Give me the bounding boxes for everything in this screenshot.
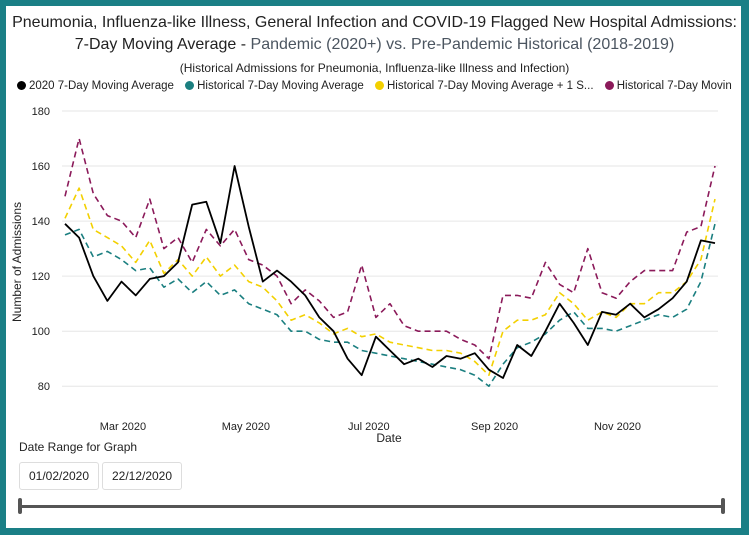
chart-title: Pneumonia, Influenza-like Illness, Gener… xyxy=(12,14,737,31)
start-date-input[interactable]: 01/02/2020 xyxy=(19,462,99,490)
y-axis-label: Number of Admissions xyxy=(10,202,24,322)
x-tick-label: Jul 2020 xyxy=(348,421,390,433)
legend-label: 2020 7-Day Moving Average xyxy=(29,80,174,92)
slider-end-handle[interactable] xyxy=(721,498,725,514)
x-tick-label: Mar 2020 xyxy=(100,421,146,433)
y-tick-label: 100 xyxy=(32,326,50,338)
legend-dot-icon xyxy=(17,81,26,90)
y-tick-label: 160 xyxy=(32,161,50,173)
series-line-0[interactable] xyxy=(64,165,716,379)
series-line-1[interactable] xyxy=(64,223,716,388)
x-tick-label: Sep 2020 xyxy=(471,421,518,433)
legend-dot-icon xyxy=(374,81,384,90)
legend-item-historical[interactable]: Historical 7-Day Moving Average xyxy=(185,80,364,92)
legend-item-2020[interactable]: 2020 7-Day Moving Average xyxy=(17,80,174,92)
legend-label: Historical 7-Day Moving ... xyxy=(616,80,732,92)
legend-dot-icon xyxy=(185,81,195,90)
y-tick-label: 120 xyxy=(32,271,50,283)
date-range-slider[interactable] xyxy=(20,505,723,508)
x-axis-ticks: Mar 2020 May 2020 Jul 2020 Sep 2020 Nov 2020 xyxy=(100,421,641,433)
legend-label: Historical 7-Day Moving Average + 1 S... xyxy=(386,80,594,92)
legend: 2020 7-Day Moving Average Historical 7-D… xyxy=(17,80,732,92)
legend-item-historical-2sd[interactable]: Historical 7-Day Moving ... xyxy=(604,80,732,92)
legend-item-historical-1sd[interactable]: Historical 7-Day Moving Average + 1 S... xyxy=(374,80,594,92)
x-tick-label: Nov 2020 xyxy=(594,421,641,433)
series-line-2[interactable] xyxy=(64,187,716,377)
end-date-input[interactable]: 22/12/2020 xyxy=(102,462,182,490)
x-axis-label: Date xyxy=(376,431,402,445)
y-tick-label: 80 xyxy=(38,381,50,393)
chart-title-line2: 7-Day Moving Average - Pandemic (2020+) … xyxy=(0,36,749,54)
y-tick-label: 180 xyxy=(32,106,50,118)
series-lines xyxy=(64,137,716,388)
chart-subtitle: (Historical Admissions for Pneumonia, In… xyxy=(179,61,570,75)
legend-label: Historical 7-Day Moving Average xyxy=(197,80,364,92)
title-main: 7-Day Moving Average - xyxy=(74,36,251,53)
gridlines xyxy=(62,110,718,387)
legend-dot-icon xyxy=(604,81,614,90)
y-tick-label: 140 xyxy=(32,216,50,228)
slider-start-handle[interactable] xyxy=(18,498,22,514)
series-line-3[interactable] xyxy=(64,137,716,360)
x-tick-label: May 2020 xyxy=(222,421,270,433)
chart-panel xyxy=(6,6,741,528)
y-axis-ticks: 80 100 120 140 160 180 xyxy=(32,106,50,393)
date-range-label: Date Range for Graph xyxy=(19,440,138,454)
title-accent: Pandemic (2020+) vs. Pre-Pandemic Histor… xyxy=(250,36,675,53)
